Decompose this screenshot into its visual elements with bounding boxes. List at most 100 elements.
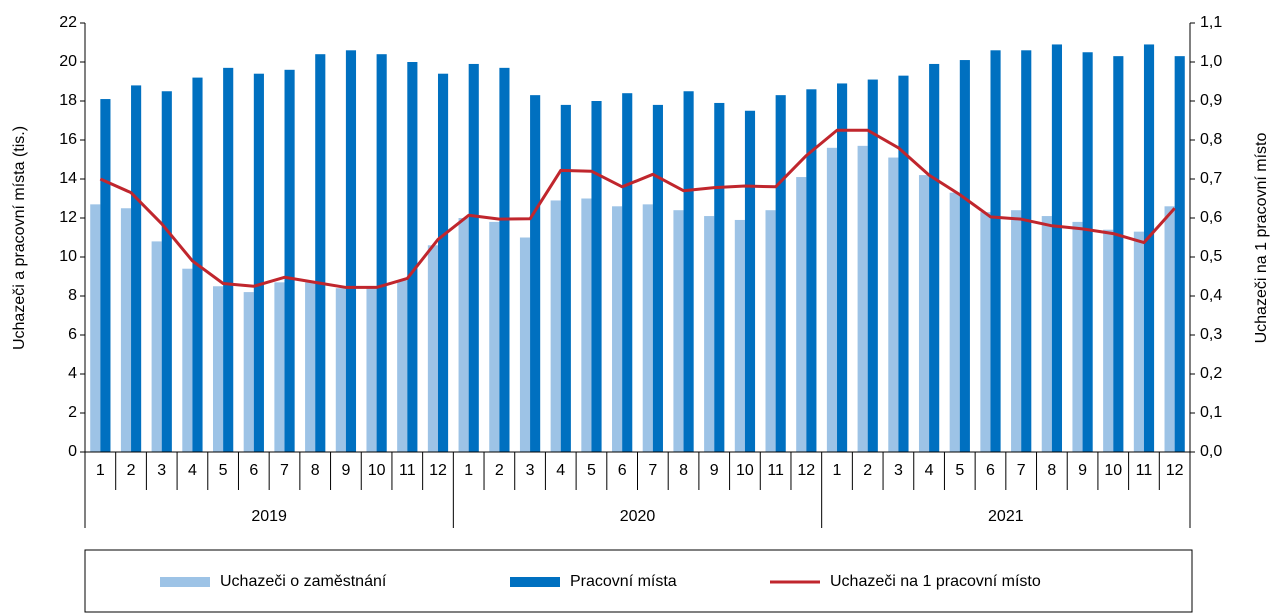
bar — [90, 204, 101, 452]
y2-tick-label: 0,9 — [1200, 92, 1222, 109]
bar — [959, 60, 970, 453]
x-tick-label: 6 — [249, 462, 258, 479]
bar — [243, 292, 254, 452]
bar — [468, 63, 479, 452]
y-tick-label: 4 — [68, 365, 77, 382]
x-tick-label: 5 — [587, 462, 596, 479]
x-tick-label: 4 — [556, 462, 565, 479]
legend-swatch — [510, 577, 560, 587]
y2-tick-label: 0,6 — [1200, 209, 1222, 226]
y-tick-label: 18 — [59, 92, 77, 109]
bar — [131, 85, 142, 453]
group-label: 2019 — [251, 508, 287, 525]
bar — [407, 62, 418, 452]
bar — [366, 288, 377, 452]
bar — [744, 110, 756, 452]
bar — [673, 210, 684, 452]
x-tick-label: 9 — [710, 462, 719, 479]
y-tick-label: 20 — [59, 53, 77, 70]
x-tick-label: 11 — [399, 462, 416, 479]
bar — [489, 221, 500, 452]
legend-label: Uchazeči na 1 pracovní místo — [830, 573, 1041, 590]
bar — [652, 104, 663, 453]
x-tick-label: 11 — [1136, 462, 1153, 479]
bar — [806, 89, 817, 453]
x-tick-label: 2 — [127, 462, 136, 479]
bar — [1143, 44, 1155, 452]
bar — [591, 101, 602, 452]
bar — [120, 208, 132, 452]
bar — [223, 67, 234, 452]
y2-tick-label: 0,8 — [1200, 131, 1222, 148]
bar — [1174, 56, 1185, 453]
y2-tick-label: 0,3 — [1200, 326, 1222, 343]
y2-tick-label: 0,5 — [1200, 248, 1222, 265]
x-tick-label: 12 — [1166, 462, 1184, 479]
y2-tick-label: 0,2 — [1200, 365, 1222, 382]
x-tick-label: 4 — [188, 462, 197, 479]
bar — [1011, 210, 1022, 452]
x-tick-label: 12 — [429, 462, 447, 479]
x-tick-label: 1 — [464, 462, 473, 479]
x-tick-label: 1 — [833, 462, 842, 479]
bar — [1041, 216, 1052, 452]
bar — [1082, 52, 1093, 452]
x-tick-label: 9 — [341, 462, 350, 479]
group-label: 2021 — [988, 508, 1024, 525]
x-tick-label: 5 — [955, 462, 964, 479]
bar — [100, 99, 111, 453]
bar — [315, 54, 326, 452]
bar — [888, 157, 899, 453]
x-tick-label: 3 — [157, 462, 166, 479]
legend-label: Pracovní místa — [570, 573, 677, 590]
x-tick-label: 3 — [526, 462, 535, 479]
y-tick-label: 10 — [59, 248, 77, 265]
bar — [622, 93, 633, 452]
y2-tick-label: 0,1 — [1200, 404, 1222, 421]
bar — [1103, 229, 1114, 452]
bar — [929, 63, 940, 452]
y-tick-label: 6 — [68, 326, 77, 343]
bar — [990, 50, 1001, 453]
x-tick-label: 12 — [797, 462, 815, 479]
bar — [581, 198, 592, 452]
bar — [305, 282, 316, 452]
bar — [335, 288, 346, 452]
y2-tick-label: 1,1 — [1200, 14, 1222, 31]
bar — [1164, 206, 1175, 452]
y-tick-label: 22 — [59, 14, 77, 31]
bar — [550, 200, 561, 452]
x-tick-label: 1 — [96, 462, 105, 479]
bar — [918, 175, 930, 452]
y2-tick-label: 1,0 — [1200, 53, 1222, 70]
y-tick-label: 14 — [59, 170, 77, 187]
bar — [274, 282, 285, 452]
bar — [734, 219, 745, 452]
y2-axis-title: Uchazeči na 1 pracovní místo — [1253, 133, 1270, 344]
x-tick-label: 10 — [368, 462, 386, 479]
bar — [437, 73, 449, 452]
bar — [458, 218, 469, 452]
y2-tick-label: 0,0 — [1200, 443, 1222, 460]
bar — [1021, 50, 1032, 453]
x-tick-label: 7 — [648, 462, 657, 479]
x-tick-label: 8 — [311, 462, 320, 479]
bar — [826, 147, 838, 453]
bar — [980, 212, 991, 452]
x-tick-label: 6 — [986, 462, 995, 479]
x-tick-label: 6 — [618, 462, 627, 479]
bar — [775, 95, 786, 453]
bar — [898, 75, 909, 453]
x-tick-label: 7 — [280, 462, 289, 479]
bar — [397, 280, 408, 452]
y-tick-label: 0 — [68, 443, 77, 460]
bar — [182, 268, 193, 452]
x-tick-label: 10 — [736, 462, 754, 479]
bar — [284, 69, 295, 453]
bar — [212, 286, 224, 452]
bar — [499, 67, 510, 452]
y-axis-title: Uchazeči a pracovní místa (tis.) — [11, 126, 28, 350]
bar — [376, 54, 387, 452]
bar — [867, 79, 878, 453]
